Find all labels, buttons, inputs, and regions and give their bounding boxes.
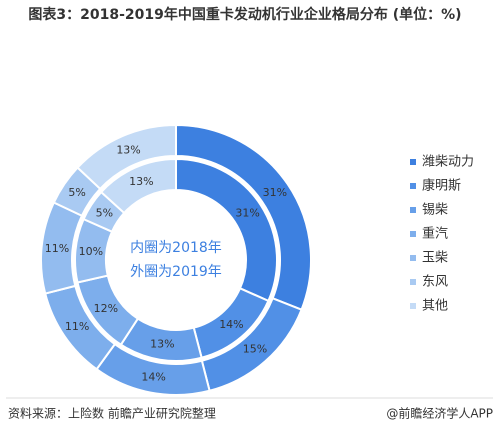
legend-label: 玉柴 bbox=[422, 251, 448, 266]
value-label: 14% bbox=[219, 318, 243, 331]
donut-slice bbox=[99, 157, 177, 215]
legend-swatch bbox=[410, 183, 416, 189]
value-label: 31% bbox=[235, 206, 259, 219]
legend-swatch bbox=[410, 159, 416, 165]
center-text: 内圈为2018年 bbox=[130, 240, 222, 256]
legend-swatch bbox=[410, 231, 416, 237]
legend-swatch bbox=[410, 303, 416, 309]
center-text: 外圈为2019年 bbox=[130, 264, 222, 280]
legend-label: 东风 bbox=[422, 275, 448, 290]
value-label: 15% bbox=[243, 343, 267, 356]
value-label: 5% bbox=[96, 206, 113, 219]
value-label: 11% bbox=[65, 320, 89, 333]
legend-label: 潍柴动力 bbox=[422, 155, 474, 170]
legend-label: 康明斯 bbox=[422, 178, 461, 194]
legend-label: 重汽 bbox=[422, 226, 448, 242]
value-label: 13% bbox=[150, 337, 174, 350]
value-label: 31% bbox=[263, 186, 287, 199]
legend-label: 其他 bbox=[422, 299, 448, 314]
legend-label: 锡柴 bbox=[422, 203, 448, 218]
chart-title: 图表3：2018-2019年中国重卡发动机行业企业格局分布 (单位：%) bbox=[28, 7, 462, 23]
value-label: 14% bbox=[141, 370, 165, 383]
value-label: 11% bbox=[45, 242, 69, 255]
value-label: 5% bbox=[68, 186, 85, 199]
legend-swatch bbox=[410, 279, 416, 285]
legend-swatch bbox=[410, 207, 416, 213]
watermark: @前瞻经济学人APP bbox=[386, 406, 493, 421]
value-label: 13% bbox=[116, 143, 140, 156]
value-label: 12% bbox=[94, 302, 118, 315]
donut-slice bbox=[76, 123, 177, 191]
value-label: 10% bbox=[79, 245, 103, 258]
source: 资料来源：上险数 前瞻产业研究院整理 bbox=[8, 406, 216, 421]
legend-swatch bbox=[410, 255, 416, 261]
value-label: 13% bbox=[129, 175, 153, 188]
